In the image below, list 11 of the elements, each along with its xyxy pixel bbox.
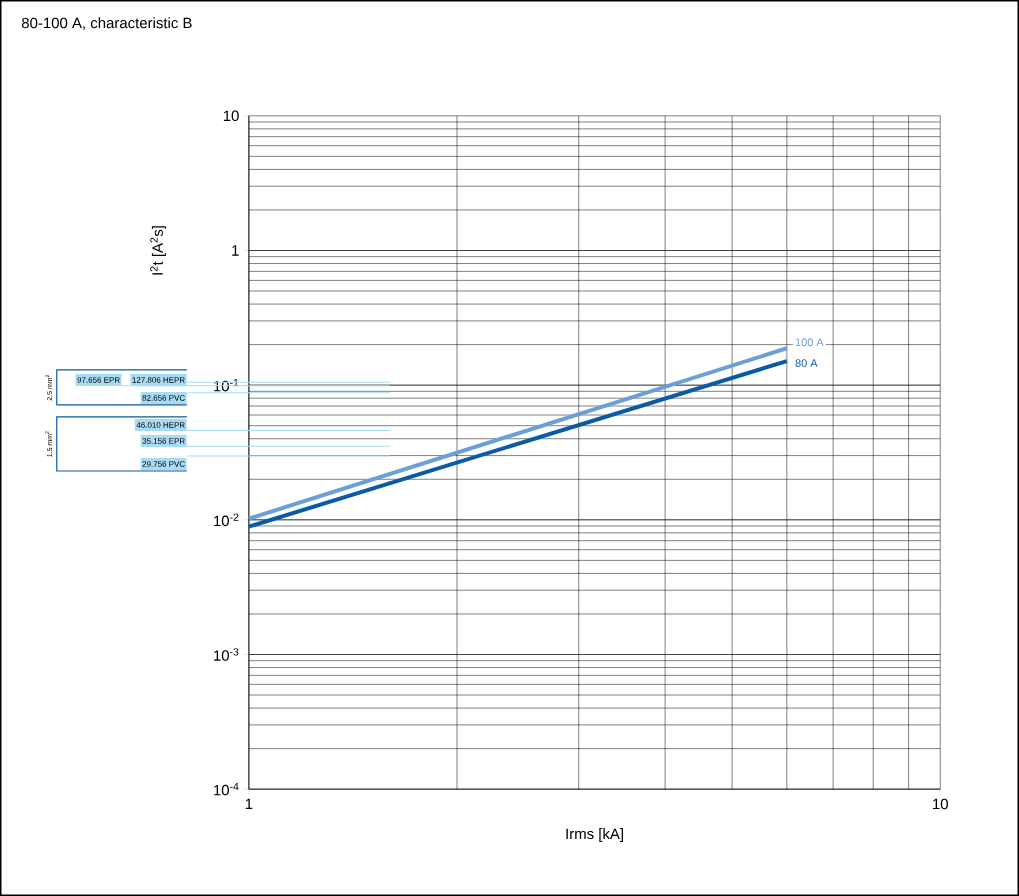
text: 80-100 A, characteristic B — [21, 17, 192, 31]
y-tick-label: 10$^{-3}$ — [214, 648, 239, 661]
y-axis-title: I$^{2}$t [A$^{2}$s] — [150, 226, 166, 275]
x-axis-title: Irms [kA] — [566, 828, 623, 843]
y-tick-label: 10$^{-4}$ — [214, 782, 239, 796]
y-tick-label: 10 — [223, 110, 239, 122]
series-label: 100 A — [795, 338, 824, 347]
series-label: 80 A — [795, 359, 818, 367]
y-tick-label: 1 — [232, 245, 239, 256]
y-tick-label: 10$^{-2}$ — [214, 513, 239, 527]
y-tick-label: 10$^{-1}$ — [214, 378, 239, 392]
